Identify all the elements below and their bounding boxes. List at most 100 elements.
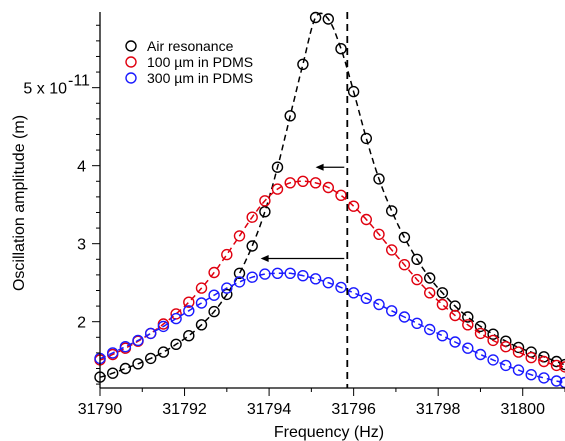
data-point-s0-21: [360, 132, 372, 145]
data-point-s2-26: [424, 323, 436, 336]
data-point-s2-14: [271, 267, 284, 279]
legend: Air resonance 100 µm in PDMS 300 µm in P…: [125, 38, 253, 86]
data-point-s1-30: [474, 327, 487, 340]
legend-marker-air: [125, 40, 137, 52]
data-point-s1-34: [525, 351, 537, 364]
data-point-s2-10: [221, 282, 233, 294]
data-point-s0-30: [474, 320, 487, 333]
data-point-s0-3: [132, 358, 144, 370]
data-point-s2-13: [259, 268, 271, 280]
data-point-s1-15: [284, 177, 296, 189]
data-point-s1-25: [411, 273, 423, 286]
data-point-s1-35: [538, 355, 550, 368]
data-point-s1-31: [487, 334, 499, 347]
data-point-s0-13: [259, 205, 271, 218]
fit-curve-1: [99, 180, 565, 368]
data-point-s2-31: [487, 354, 499, 366]
shift-arrow-head-1: [260, 255, 269, 263]
data-point-s2-30: [474, 348, 487, 361]
data-point-s2-8: [195, 297, 208, 309]
legend-label-air: Air resonance: [147, 38, 234, 54]
data-point-s0-7: [183, 330, 195, 342]
data-point-s0-35: [538, 351, 550, 363]
x-tick-label: 31790: [78, 401, 123, 418]
data-point-s1-16: [297, 175, 309, 188]
data-point-s1-27: [436, 298, 449, 311]
data-point-s2-37: [559, 376, 565, 389]
x-tick-label: 31798: [416, 401, 461, 418]
data-point-s1-32: [500, 341, 512, 353]
data-point-s2-2: [119, 341, 132, 353]
data-point-s2-5: [157, 320, 170, 333]
axes: 31790 31792 31794 31796 31798 31800 2 3 4 5 x 10-…: [23, 12, 565, 418]
legend-marker-100um: [125, 56, 137, 68]
legend-marker-300um: [125, 72, 137, 84]
data-point-s0-12: [246, 240, 258, 252]
y-tick-label: 5 x 10: [23, 81, 67, 98]
data-point-s0-29: [462, 311, 474, 323]
data-point-s2-21: [360, 292, 372, 304]
data-point-s1-11: [233, 230, 246, 242]
data-point-s0-18: [322, 13, 334, 25]
data-point-s2-33: [512, 364, 525, 376]
data-point-s0-27: [436, 287, 449, 299]
data-point-s1-17: [309, 177, 322, 189]
data-point-s2-32: [500, 359, 512, 372]
data-point-s2-27: [436, 330, 449, 342]
data-point-s2-6: [170, 312, 182, 325]
data-point-s0-24: [398, 231, 411, 244]
data-point-s1-8: [195, 282, 208, 294]
data-point-s0-15: [284, 110, 296, 122]
y-tick-label: 3: [77, 237, 86, 254]
data-point-s2-34: [525, 369, 537, 381]
data-point-s2-15: [284, 267, 296, 279]
data-point-s2-17: [309, 273, 322, 285]
data-point-s0-33: [512, 341, 525, 354]
data-point-s1-20: [347, 200, 360, 212]
data-point-s2-1: [106, 347, 119, 359]
data-point-s2-11: [233, 276, 246, 288]
data-point-s2-25: [411, 317, 423, 329]
data-point-s2-24: [398, 311, 411, 323]
data-point-s0-17: [309, 11, 322, 24]
data-point-s2-7: [183, 305, 195, 317]
data-point-s1-21: [360, 213, 372, 226]
data-point-s1-24: [398, 259, 411, 271]
data-point-s0-11: [233, 267, 246, 279]
data-point-s2-28: [449, 336, 461, 348]
data-point-s0-25: [411, 253, 423, 265]
data-point-s1-10: [221, 248, 233, 261]
data-point-s1-12: [246, 211, 258, 223]
data-point-s0-31: [487, 328, 499, 340]
y-exponent-label: -11: [68, 73, 90, 90]
y-axis-title: Oscillation amplitude (m): [11, 115, 28, 291]
data-point-s2-22: [373, 298, 385, 311]
data-point-s0-6: [170, 338, 182, 350]
x-tick-label: 31800: [500, 401, 545, 418]
data-point-s1-14: [271, 183, 284, 195]
data-point-s2-18: [322, 277, 334, 289]
legend-label-300um: 300 µm in PDMS: [147, 70, 253, 86]
data-point-s0-4: [144, 352, 157, 365]
data-point-s2-29: [462, 342, 474, 354]
fit-curve-0: [99, 12, 565, 378]
data-point-s2-23: [386, 305, 398, 317]
data-point-s1-19: [335, 189, 347, 202]
data-point-s0-1: [106, 367, 119, 379]
y-tick-label: 2: [77, 315, 86, 332]
data-point-s0-19: [335, 43, 347, 55]
data-point-s2-16: [297, 270, 309, 282]
data-point-s1-18: [322, 181, 334, 194]
data-point-s0-22: [373, 173, 385, 185]
x-axis-title: Frequency (Hz): [274, 424, 384, 441]
data-point-s2-3: [132, 334, 144, 347]
plot-area: [94, 11, 565, 389]
data-point-s0-2: [119, 362, 132, 375]
data-point-s0-9: [208, 305, 220, 318]
data-point-s1-28: [449, 309, 461, 322]
data-point-s0-10: [221, 288, 233, 301]
data-point-s2-35: [538, 372, 550, 384]
data-point-s2-19: [335, 281, 347, 294]
